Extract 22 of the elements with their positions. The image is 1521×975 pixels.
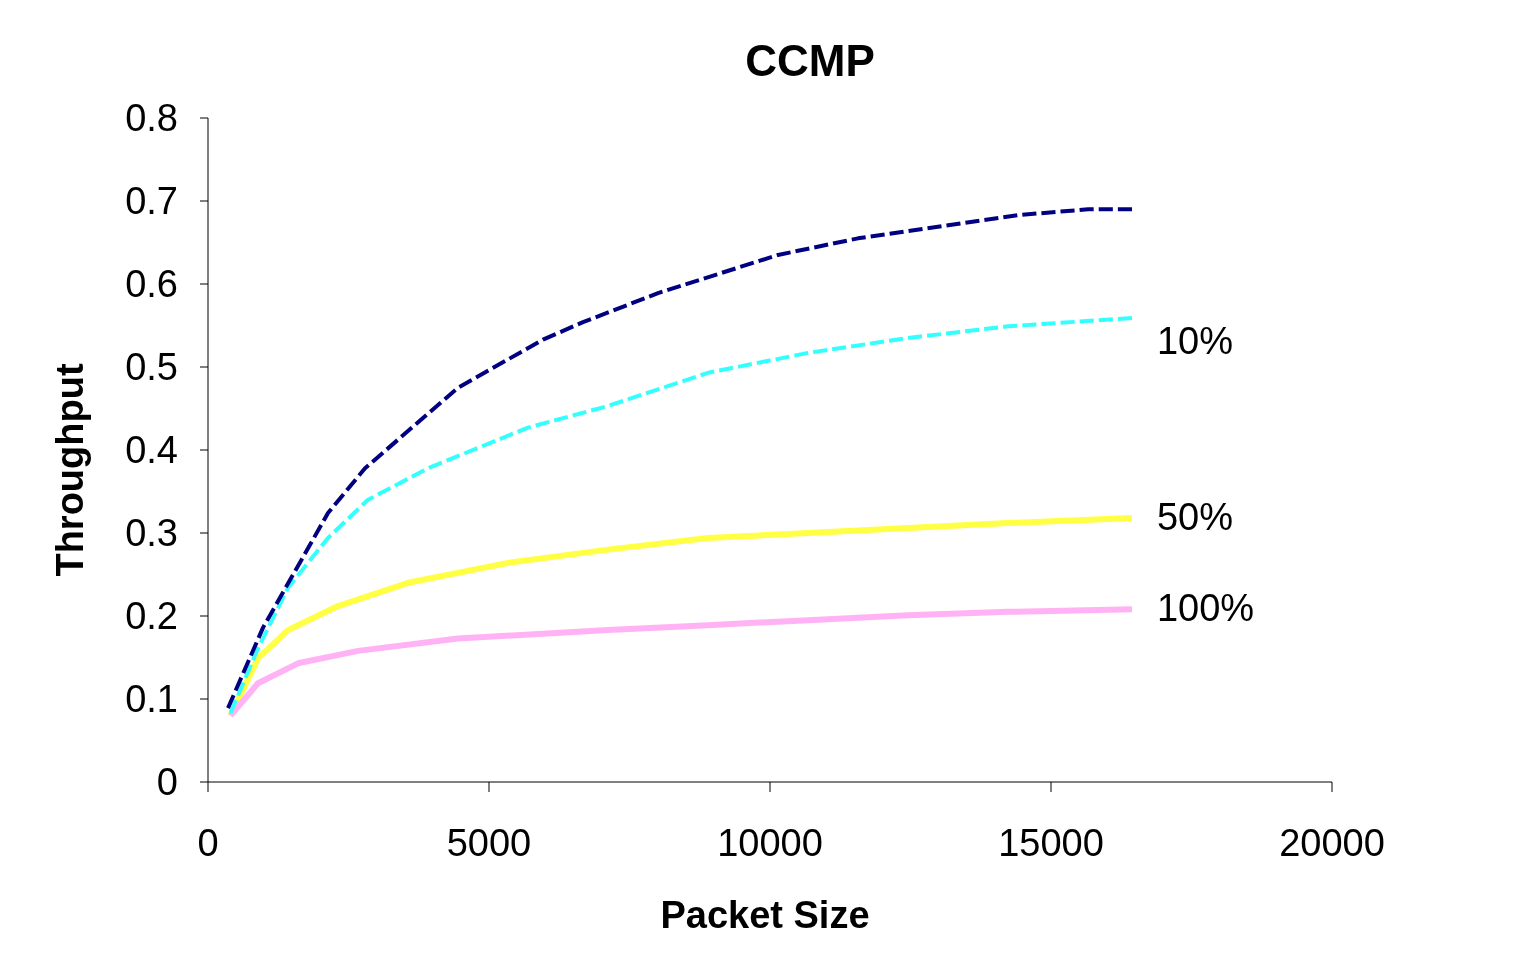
chart-title: CCMP [745,36,875,85]
series-label: 10% [1156,320,1234,363]
y-tick-label: 0.1 [125,678,178,720]
y-tick-label: 0.6 [125,263,178,305]
y-tick-label: 0.7 [125,180,178,222]
x-tick-label: 5000 [446,822,532,864]
y-tick-label: 0.4 [125,429,178,471]
x-tick-label: 15000 [998,822,1104,864]
y-tick-label: 0.2 [125,595,178,637]
y-axis-title: Throughput [49,363,91,577]
y-tick-label: 0.8 [125,97,178,139]
y-tick-label: 0.3 [125,512,178,554]
x-tick-label: 0 [197,822,219,864]
x-tick-label: 10000 [717,822,823,864]
line-series [228,316,1134,716]
line-series [226,207,1134,711]
x-tick-label: 20000 [1279,822,1385,864]
series-label: 50% [1156,496,1234,539]
series-label: 100% [1156,587,1255,630]
y-tick-label: 0 [156,761,178,803]
x-axis-title: Packet Size [660,894,870,936]
y-tick-label: 0.5 [125,346,178,388]
